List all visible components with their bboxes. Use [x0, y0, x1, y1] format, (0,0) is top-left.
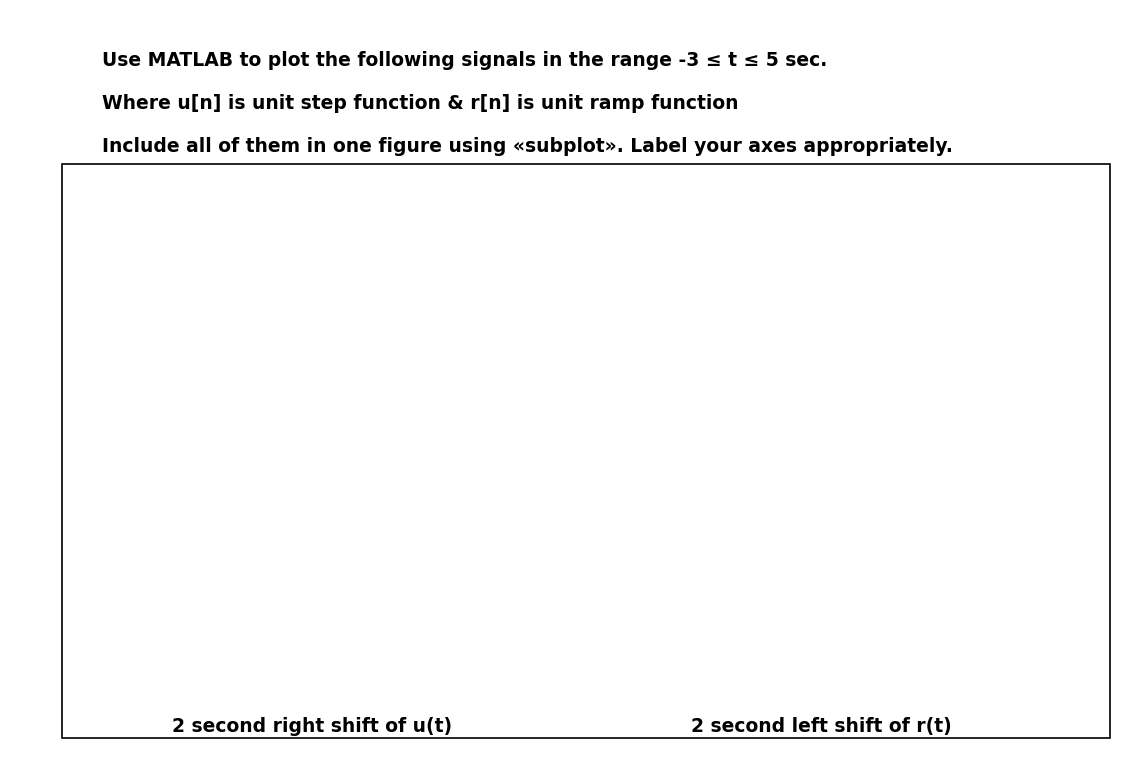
Text: (b): (b): [990, 219, 1022, 237]
Text: 1: 1: [127, 546, 135, 560]
Text: 1: 1: [787, 437, 796, 451]
Text: 0: 0: [137, 684, 146, 698]
Text: 1: 1: [673, 337, 682, 351]
Text: 1: 1: [938, 688, 947, 702]
Text: 0: 0: [858, 688, 867, 702]
Text: 2: 2: [844, 533, 853, 547]
Text: t: t: [1064, 403, 1070, 418]
Text: 3: 3: [991, 437, 1000, 451]
Text: t: t: [489, 648, 495, 664]
Text: t: t: [1067, 655, 1073, 670]
Text: 1: 1: [212, 684, 221, 698]
Text: 3: 3: [361, 684, 370, 698]
Text: 0: 0: [685, 437, 695, 451]
Text: 0: 0: [146, 434, 155, 448]
Text: 2: 2: [889, 437, 898, 451]
Text: r(t): r(t): [696, 217, 721, 232]
Text: (a): (a): [299, 226, 331, 244]
Text: 2: 2: [1019, 688, 1028, 702]
Text: r(t+2): r(t+2): [869, 485, 921, 500]
Text: 1: 1: [238, 434, 247, 448]
Text: 2 second right shift of u(t): 2 second right shift of u(t): [171, 717, 452, 736]
Text: (c): (c): [269, 490, 298, 508]
Text: Include all of them in one figure using «subplot». Label your axes appropriately: Include all of them in one figure using …: [102, 137, 953, 155]
Text: t: t: [493, 397, 500, 412]
Text: -1: -1: [775, 688, 789, 702]
Text: u(t): u(t): [155, 222, 184, 237]
Text: (d): (d): [991, 486, 1023, 505]
Text: u(t − 2): u(t − 2): [145, 487, 205, 501]
Text: Where u[n] is unit step function & r[n] is unit ramp function: Where u[n] is unit step function & r[n] …: [102, 94, 739, 112]
Text: Use MATLAB to plot the following signals in the range -3 ≤ t ≤ 5 sec.: Use MATLAB to plot the following signals…: [102, 51, 827, 70]
Text: 2: 2: [287, 684, 296, 698]
Text: 2: 2: [329, 434, 338, 448]
Text: 1: 1: [844, 600, 853, 614]
Text: 4: 4: [436, 684, 445, 698]
Text: 1: 1: [135, 287, 144, 300]
Text: -2: -2: [695, 688, 708, 702]
Text: 2 second left shift of r(t): 2 second left shift of r(t): [691, 717, 952, 736]
Text: 3: 3: [420, 434, 428, 448]
Text: 2: 2: [673, 259, 682, 273]
